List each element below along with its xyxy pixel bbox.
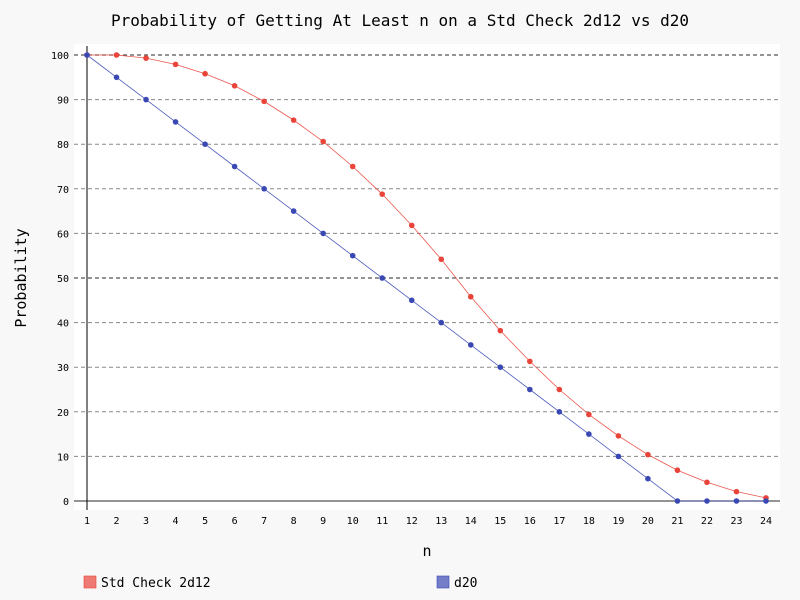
grid-lines — [74, 54, 780, 457]
series-2-point-16 — [527, 386, 533, 393]
series-2-point-11 — [379, 275, 386, 281]
series-2-point-15 — [497, 364, 504, 371]
series-1-point-8 — [290, 117, 297, 123]
x-tick-label-3: 3 — [143, 516, 149, 527]
axes — [74, 46, 780, 510]
x-tick-label-20: 20 — [642, 516, 654, 527]
x-tick-label-18: 18 — [583, 516, 595, 527]
x-tick-label-8: 8 — [291, 516, 297, 527]
series-2-point-23 — [733, 498, 740, 504]
plot-area — [74, 44, 780, 510]
x-tick-label-17: 17 — [553, 516, 565, 527]
series-2-point-7 — [261, 186, 267, 192]
y-tick-label-80: 80 — [57, 140, 69, 151]
series-2-point-19 — [615, 453, 622, 460]
series-2-point-2 — [113, 74, 120, 81]
series-1-point-23 — [733, 488, 740, 495]
x-tick-label-24: 24 — [760, 516, 772, 527]
x-tick-label-7: 7 — [261, 516, 267, 527]
series-2-point-24 — [763, 498, 769, 504]
x-tick-label-10: 10 — [347, 516, 359, 527]
series-1-line — [87, 54, 767, 499]
series-1-point-22 — [704, 479, 710, 486]
y-tick-label-90: 90 — [57, 96, 69, 107]
series-2-point-12 — [408, 297, 415, 304]
x-tick-label-1: 1 — [84, 516, 90, 527]
y-tick-label-60: 60 — [57, 229, 69, 240]
series-1-point-7 — [261, 98, 267, 105]
series-1-point-12 — [408, 222, 415, 229]
series-2-point-22 — [704, 498, 710, 504]
series-1-point-11 — [379, 191, 386, 197]
series-2-point-4 — [172, 119, 179, 125]
series-1-point-15 — [497, 327, 504, 334]
series-1-point-6 — [231, 82, 238, 89]
legend-label-2: d20 — [454, 576, 477, 591]
x-tick-label-23: 23 — [730, 516, 742, 527]
x-tick-label-4: 4 — [173, 516, 179, 527]
series-1-point-4 — [172, 61, 179, 68]
series-2-point-9 — [320, 230, 326, 237]
x-tick-label-21: 21 — [671, 516, 683, 527]
y-tick-label-40: 40 — [57, 319, 69, 330]
legend: Std Check 2d12 d20 — [83, 575, 477, 591]
series-1-point-19 — [615, 433, 622, 439]
series-1-point-2 — [113, 52, 120, 58]
x-axis-label: n — [422, 542, 431, 560]
series-2-point-21 — [674, 498, 681, 504]
series-2-point-13 — [438, 319, 445, 326]
series-2-point-18 — [586, 431, 592, 437]
chart-title: Probability of Getting At Least n on a S… — [111, 11, 689, 30]
x-tick-label-11: 11 — [376, 516, 388, 527]
series-group — [84, 52, 769, 504]
series-1-point-14 — [467, 293, 474, 300]
y-tick-label-30: 30 — [57, 363, 69, 374]
series-2-point-5 — [202, 141, 208, 147]
x-tick-label-12: 12 — [406, 516, 418, 527]
series-1-point-16 — [527, 358, 533, 365]
x-tick-label-14: 14 — [465, 516, 477, 527]
series-1-point-9 — [320, 138, 326, 145]
x-tick-label-13: 13 — [435, 516, 447, 527]
series-2-point-1 — [84, 52, 90, 58]
x-tick-label-15: 15 — [494, 516, 506, 527]
series-1-point-20 — [645, 451, 651, 458]
y-tick-label-100: 100 — [51, 51, 69, 62]
series-1-point-17 — [556, 386, 563, 393]
x-tick-label-22: 22 — [701, 516, 713, 527]
legend-label-1: Std Check 2d12 — [101, 576, 211, 591]
y-tick-label-0: 0 — [63, 497, 69, 508]
legend-swatch-2 — [436, 575, 450, 589]
y-tick-label-50: 50 — [57, 274, 69, 285]
series-2-point-6 — [231, 163, 238, 170]
series-2-point-10 — [349, 252, 356, 259]
series-1-point-21 — [674, 467, 681, 474]
y-tick-label-20: 20 — [57, 408, 69, 419]
x-tick-label-16: 16 — [524, 516, 536, 527]
series-2-point-3 — [143, 96, 149, 103]
x-tick-label-9: 9 — [320, 516, 326, 527]
x-tick-label-19: 19 — [612, 516, 624, 527]
series-2-point-8 — [290, 208, 297, 214]
y-axis-label: Probability — [12, 228, 30, 327]
y-tick-label-70: 70 — [57, 185, 69, 196]
series-1-point-5 — [202, 70, 208, 77]
series-2-point-17 — [556, 409, 563, 415]
series-2-point-14 — [467, 342, 474, 348]
legend-swatch-1 — [83, 575, 97, 589]
series-1-point-3 — [143, 55, 149, 61]
x-tick-label-5: 5 — [202, 516, 208, 527]
series-1-point-10 — [349, 163, 356, 170]
series-2-line — [86, 54, 766, 502]
series-1-point-13 — [438, 256, 445, 263]
y-tick-label-10: 10 — [57, 452, 69, 463]
x-tick-label-2: 2 — [114, 516, 120, 527]
x-tick-label-6: 6 — [232, 516, 238, 527]
series-2-point-20 — [645, 475, 651, 482]
series-2 — [84, 52, 769, 504]
series-1-point-18 — [586, 411, 592, 418]
